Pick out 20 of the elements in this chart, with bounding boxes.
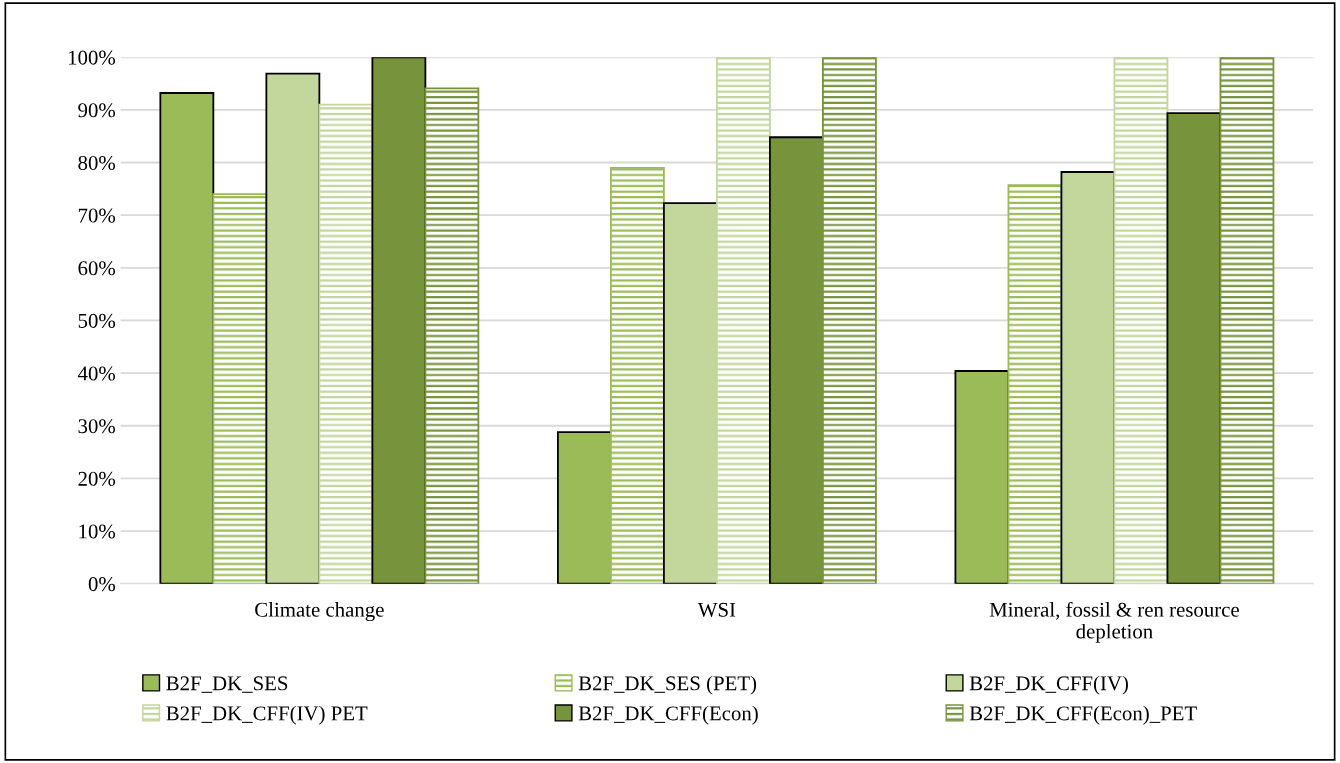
legend-label: B2F_DK_CFF(IV) PET bbox=[166, 705, 368, 725]
y-tick-label: 50% bbox=[78, 313, 116, 328]
legend-label: B2F_DK_CFF(Econ) bbox=[578, 705, 758, 725]
legend-label: B2F_DK_CFF(IV) bbox=[969, 675, 1128, 695]
x-tick-label: Mineral, fossil & ren resource depletion bbox=[989, 601, 1239, 643]
y-tick-label: 10% bbox=[79, 524, 116, 539]
y-tick-label: 20% bbox=[78, 471, 116, 486]
x-tick-label: Climate change bbox=[255, 602, 384, 622]
y-tick-label: 40% bbox=[77, 366, 116, 381]
legend-label: B2F_DK_CFF(Econ)_PET bbox=[969, 705, 1197, 725]
legend-label: B2F_DK_SES bbox=[166, 676, 288, 693]
y-tick-label: 100% bbox=[68, 50, 116, 65]
y-tick-label: 60% bbox=[78, 261, 116, 276]
y-tick-label: 70% bbox=[78, 208, 116, 223]
y-tick-label: 30% bbox=[78, 419, 116, 434]
y-tick-label: 80% bbox=[78, 155, 116, 171]
x-tick-label: WSI bbox=[697, 602, 736, 617]
y-tick-label: 90% bbox=[78, 103, 116, 118]
legend-label: B2F_DK_SES (PET) bbox=[578, 675, 757, 695]
y-tick-label: 0% bbox=[88, 577, 116, 592]
